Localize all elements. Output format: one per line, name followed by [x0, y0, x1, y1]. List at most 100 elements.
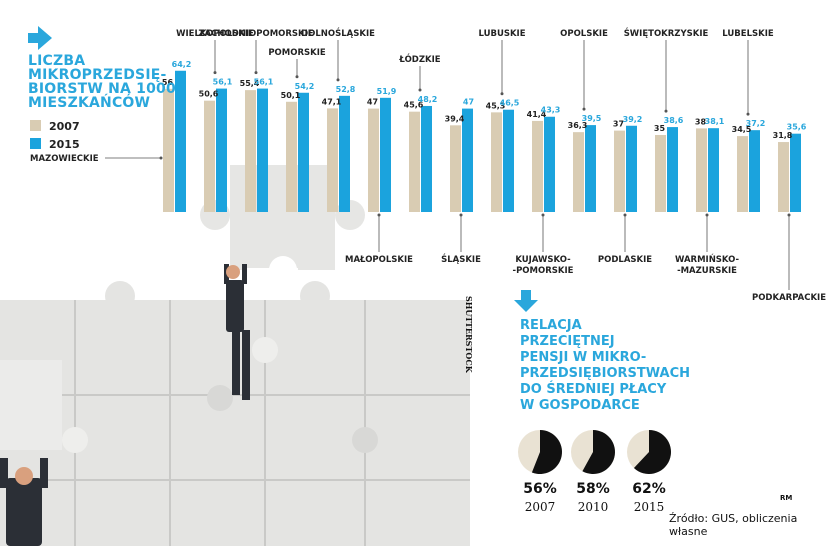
subtitle-line: RELACJA — [520, 318, 582, 333]
category-label: LUBELSKIE — [722, 29, 774, 39]
pie-charts — [518, 430, 671, 475]
bar-2007 — [368, 108, 379, 212]
title-line: MIKROPRZEDSIĘ- — [28, 67, 167, 83]
worker-figure — [0, 458, 48, 546]
bar-value-label-2007: 39,4 — [445, 114, 465, 123]
category-label: ŚLĄSKIE — [441, 253, 481, 265]
bar-2007 — [573, 132, 584, 212]
bar-2007 — [614, 130, 625, 212]
bar-2015 — [544, 116, 555, 212]
leader-dot — [254, 71, 258, 75]
bar-value-label-2015: 54,2 — [295, 82, 315, 91]
leader-dot — [295, 75, 299, 79]
category-label: MAŁOPOLSKIE — [345, 255, 413, 265]
leader-dot — [459, 213, 463, 217]
leader-dot — [213, 71, 217, 75]
pie-year-label: 2007 — [524, 500, 556, 514]
bar-value-label-2007: 45,6 — [404, 101, 424, 110]
leader-dot — [746, 112, 750, 116]
bar-value-label-2007: 35 — [654, 124, 666, 133]
category-label: WARMIŃSKO- — [675, 253, 740, 265]
category-label: LUBUSKIE — [478, 29, 525, 39]
bar-value-label-2015: 38,1 — [705, 117, 725, 126]
pie-year-label: 2010 — [577, 500, 609, 514]
bar-2007 — [204, 100, 215, 212]
bar-2007 — [491, 112, 502, 212]
legend-item-2015: 2015 — [30, 138, 80, 151]
author-credit: RM — [780, 494, 793, 502]
leader-dot — [336, 78, 340, 82]
bar-value-label-2015: 48,2 — [418, 95, 438, 104]
bar-value-label-2007: 55,4 — [240, 79, 260, 88]
bar-2007 — [655, 135, 666, 212]
bar-value-label-2015: 39,2 — [623, 115, 643, 124]
bar-2007 — [450, 125, 461, 212]
bar-2015 — [339, 95, 350, 212]
legend-swatch — [30, 120, 41, 131]
category-label: -MAZURSKIE — [677, 266, 737, 276]
category-label: MAZOWIECKIE — [30, 154, 99, 164]
title-line: LICZBA — [28, 53, 86, 69]
bar-value-label-2007: 37 — [613, 120, 624, 129]
bar-value-label-2015: 56,1 — [254, 78, 274, 87]
bar-value-label-2007: 31,8 — [773, 131, 793, 140]
pie-percent-label: 62% — [632, 481, 666, 497]
bar-2007 — [163, 88, 174, 212]
bar-2015 — [175, 70, 186, 212]
bar-2015 — [708, 128, 719, 212]
bar-2015 — [298, 92, 309, 212]
bar-2015 — [667, 127, 678, 212]
bar-2007 — [532, 120, 543, 212]
pie-slice — [582, 430, 616, 474]
leader-dot — [500, 92, 504, 96]
category-label: KUJAWSKO- — [515, 255, 571, 265]
bar-value-label-2007: 38 — [695, 117, 707, 126]
category-label: WIELKOPOLSKIE — [176, 29, 254, 39]
category-label: PODKARPACKIE — [752, 293, 826, 303]
legend-label: 2015 — [49, 138, 80, 151]
bar-2015 — [749, 130, 760, 212]
pie-section-title: RELACJA PRZECIĘTNEJ PENSJI W MIKRO- PRZE… — [520, 318, 720, 414]
bar-value-label-2015: 46,5 — [500, 99, 520, 108]
arrow-right-icon — [28, 26, 52, 50]
legend-swatch — [30, 138, 41, 149]
bar-value-label-2015: 64,2 — [172, 60, 192, 69]
bar-2015 — [421, 105, 432, 212]
bar-value-label-2007: 36,3 — [568, 121, 588, 130]
pie-slice — [531, 430, 563, 475]
bar-2015 — [585, 125, 596, 212]
bar-2007 — [409, 111, 420, 212]
leader-dot — [623, 213, 627, 217]
bar-value-label-2015: 37,2 — [746, 119, 766, 128]
category-label: ŚWIĘTOKRZYSKIE — [624, 27, 709, 39]
bar-2007 — [327, 108, 338, 212]
bar-value-label-2007: 47,1 — [322, 97, 342, 106]
leader-dot — [705, 213, 709, 217]
leader-dot — [541, 213, 545, 217]
bar-chart: 56 64,2 MAZOWIECKIE 50,6 56,1 WIELKOPOLSKIE 55… — [30, 27, 826, 303]
bar-2015 — [790, 133, 801, 212]
bar-value-label-2007: 56 — [162, 78, 174, 87]
bar-value-label-2007: 50,1 — [281, 91, 301, 100]
bar-2015 — [257, 88, 268, 212]
pie-percent-label: 56% — [523, 481, 557, 497]
bar-value-label-2015: 43,3 — [541, 106, 561, 115]
bar-2007 — [696, 128, 707, 212]
leader-dot — [787, 213, 791, 217]
bar-2007 — [778, 142, 789, 212]
bar-2015 — [380, 97, 391, 212]
source-note: Źródło: GUS, obliczenia własne — [669, 512, 798, 538]
legend-item-2007: 2007 — [30, 120, 80, 133]
bar-2015 — [216, 88, 227, 212]
bar-value-label-2015: 39,5 — [582, 114, 602, 123]
bar-2015 — [626, 125, 637, 212]
category-label: PODLASKIE — [598, 255, 652, 265]
subtitle-line: PENSJI W MIKRO- — [520, 350, 647, 365]
title-line: BIORSTW NA 1000 — [28, 81, 176, 97]
bar-value-label-2007: 45,3 — [486, 101, 506, 110]
bar-2007 — [286, 101, 297, 212]
category-label: OPOLSKIE — [560, 29, 608, 39]
bar-value-label-2007: 41,4 — [527, 110, 547, 119]
